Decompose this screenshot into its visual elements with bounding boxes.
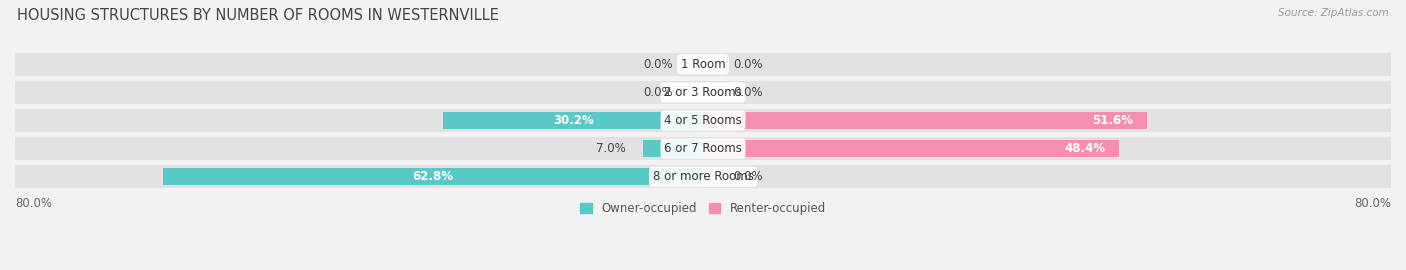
Text: 0.0%: 0.0% [733, 58, 762, 71]
Text: 48.4%: 48.4% [1064, 142, 1105, 155]
Text: 7.0%: 7.0% [596, 142, 626, 155]
Legend: Owner-occupied, Renter-occupied: Owner-occupied, Renter-occupied [575, 197, 831, 220]
Text: 8 or more Rooms: 8 or more Rooms [652, 170, 754, 183]
Bar [703, 112, 1147, 129]
Text: 0.0%: 0.0% [733, 86, 762, 99]
Text: 4 or 5 Rooms: 4 or 5 Rooms [664, 114, 742, 127]
Text: 51.6%: 51.6% [1092, 114, 1133, 127]
Bar [15, 137, 1391, 160]
Text: 1 Room: 1 Room [681, 58, 725, 71]
Text: 30.2%: 30.2% [553, 114, 593, 127]
Bar [15, 53, 1391, 76]
Text: 62.8%: 62.8% [412, 170, 454, 183]
Bar [15, 165, 1391, 188]
Bar [163, 168, 703, 185]
Bar [643, 140, 703, 157]
Bar [15, 81, 1391, 104]
Text: 0.0%: 0.0% [644, 86, 673, 99]
Text: 6 or 7 Rooms: 6 or 7 Rooms [664, 142, 742, 155]
Text: Source: ZipAtlas.com: Source: ZipAtlas.com [1278, 8, 1389, 18]
Text: 0.0%: 0.0% [644, 58, 673, 71]
Text: 2 or 3 Rooms: 2 or 3 Rooms [664, 86, 742, 99]
Text: 0.0%: 0.0% [733, 170, 762, 183]
Bar [15, 109, 1391, 132]
Bar [443, 112, 703, 129]
Text: HOUSING STRUCTURES BY NUMBER OF ROOMS IN WESTERNVILLE: HOUSING STRUCTURES BY NUMBER OF ROOMS IN… [17, 8, 499, 23]
Text: 80.0%: 80.0% [15, 197, 52, 210]
Text: 80.0%: 80.0% [1354, 197, 1391, 210]
Bar [703, 140, 1119, 157]
